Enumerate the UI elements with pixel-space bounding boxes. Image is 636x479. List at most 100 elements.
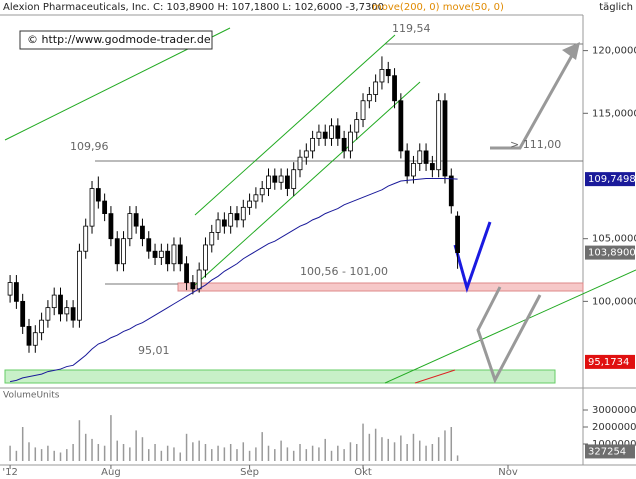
candle-body: [423, 150, 429, 164]
channel-line: [194, 81, 421, 286]
price-label: 109,7498: [588, 174, 636, 185]
indicator-legend: move(200, 0) move(50, 0): [372, 2, 504, 13]
candle-body: [234, 213, 240, 221]
candle-body: [291, 169, 297, 189]
candle-body: [171, 244, 177, 265]
annotation: 100,56 - 101,00: [300, 265, 388, 278]
candle-body: [184, 263, 189, 283]
candle-body: [32, 332, 38, 346]
candle-body: [7, 282, 13, 296]
annotation: 95,01: [138, 344, 170, 357]
x-tick-label: Sep: [240, 467, 259, 478]
candle-body: [429, 163, 435, 171]
price-label-box: [585, 245, 635, 260]
candle-body: [95, 188, 101, 202]
candle-body: [335, 125, 341, 139]
candle-body: [39, 319, 44, 334]
copyright: © http://www.godmode-trader.de: [27, 33, 211, 46]
candle-body: [203, 244, 208, 271]
y-tick-label: 115,0000: [592, 108, 636, 119]
annotation: > 111,00: [510, 138, 561, 151]
candle-body: [152, 250, 158, 258]
copyright-box: [19, 30, 213, 50]
arrow-head: [562, 42, 580, 60]
annotation: 109,96: [70, 140, 109, 153]
candle-body: [316, 131, 322, 139]
scenario-path: [453, 221, 492, 294]
candle-body: [190, 282, 196, 290]
candle-body: [436, 100, 442, 171]
candle-body: [108, 213, 114, 240]
trend-line: [414, 369, 456, 384]
candle-body: [442, 100, 448, 177]
candle-body: [83, 225, 89, 252]
candle-body: [373, 81, 379, 95]
x-tick-label: Aug: [101, 467, 121, 478]
candle-body: [89, 188, 95, 227]
candle-body: [140, 225, 145, 240]
candle-body: [253, 194, 259, 202]
candle-body: [228, 213, 234, 227]
candle-body: [77, 250, 82, 321]
channel-line: [194, 34, 396, 216]
y-tick-label: 3000000: [592, 405, 636, 416]
trend-line: [384, 269, 636, 384]
candle-body: [354, 119, 360, 133]
candle-body: [272, 175, 278, 183]
candle-body: [448, 175, 454, 207]
candle-body: [303, 150, 309, 158]
candle-body: [114, 238, 120, 265]
price-label: 103,8900: [588, 248, 636, 259]
candle-body: [177, 244, 183, 265]
candle-body: [51, 294, 57, 309]
volume-label-box: [585, 444, 635, 459]
candle-body: [366, 94, 372, 102]
candle-body: [121, 238, 126, 265]
candle-body: [360, 100, 366, 120]
candle-body: [285, 175, 290, 189]
interval: täglich: [599, 2, 633, 13]
y-tick-label: 120,0000: [592, 46, 636, 57]
candle-body: [392, 75, 397, 102]
candle-body: [146, 238, 152, 252]
candle-body: [398, 100, 404, 152]
candle-body: [64, 307, 70, 315]
candle-body: [259, 188, 265, 196]
candle-body: [404, 150, 410, 177]
x-tick-label: Okt: [354, 467, 372, 478]
candle-body: [278, 175, 284, 183]
candle-body: [417, 150, 423, 164]
instrument-header: Alexion Pharmaceuticals, Inc. C: 103,890…: [3, 2, 384, 13]
volume-last-label: 327254: [588, 446, 626, 457]
x-tick-label: '12: [2, 467, 17, 478]
y-tick-label: 100,0000: [592, 296, 636, 307]
candle-body: [58, 294, 63, 315]
candle-body: [341, 137, 347, 152]
candle-body: [196, 269, 202, 290]
price-label-box: [585, 354, 635, 369]
candle-body: [385, 69, 391, 77]
candle-body: [329, 125, 334, 139]
moving-average: [9, 177, 458, 383]
candle-body: [133, 213, 139, 227]
candle-body: [310, 137, 316, 152]
price-label: 95,1734: [588, 357, 629, 368]
candle-body: [240, 206, 246, 221]
candle-body: [247, 200, 252, 208]
candle-body: [70, 307, 76, 321]
y-tick-label: 2000000: [592, 422, 636, 433]
scenario-arrow: [490, 49, 577, 150]
candle-body: [411, 163, 416, 177]
y-tick-label: 105,0000: [592, 234, 636, 245]
candle-body: [209, 232, 215, 246]
candle-body: [322, 131, 328, 139]
candle-body: [455, 215, 460, 253]
candle-body: [45, 307, 51, 321]
candle-body: [102, 200, 108, 215]
candle-body: [266, 175, 271, 189]
candle-body: [127, 213, 133, 240]
candle-body: [158, 250, 164, 258]
volume-label: VolumeUnits: [3, 391, 60, 401]
candle-body: [297, 156, 303, 171]
